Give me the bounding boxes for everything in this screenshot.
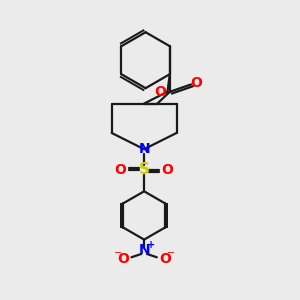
Text: O: O (162, 163, 174, 177)
Text: O: O (190, 76, 202, 90)
Text: O: O (154, 85, 166, 99)
Text: −: − (113, 248, 122, 258)
Text: +: + (146, 241, 155, 250)
Text: O: O (118, 252, 129, 266)
Text: N: N (139, 244, 151, 257)
Text: O: O (115, 163, 127, 177)
Text: O: O (159, 252, 171, 266)
Text: −: − (167, 248, 175, 258)
Text: N: N (138, 142, 150, 156)
Text: S: S (139, 162, 150, 177)
